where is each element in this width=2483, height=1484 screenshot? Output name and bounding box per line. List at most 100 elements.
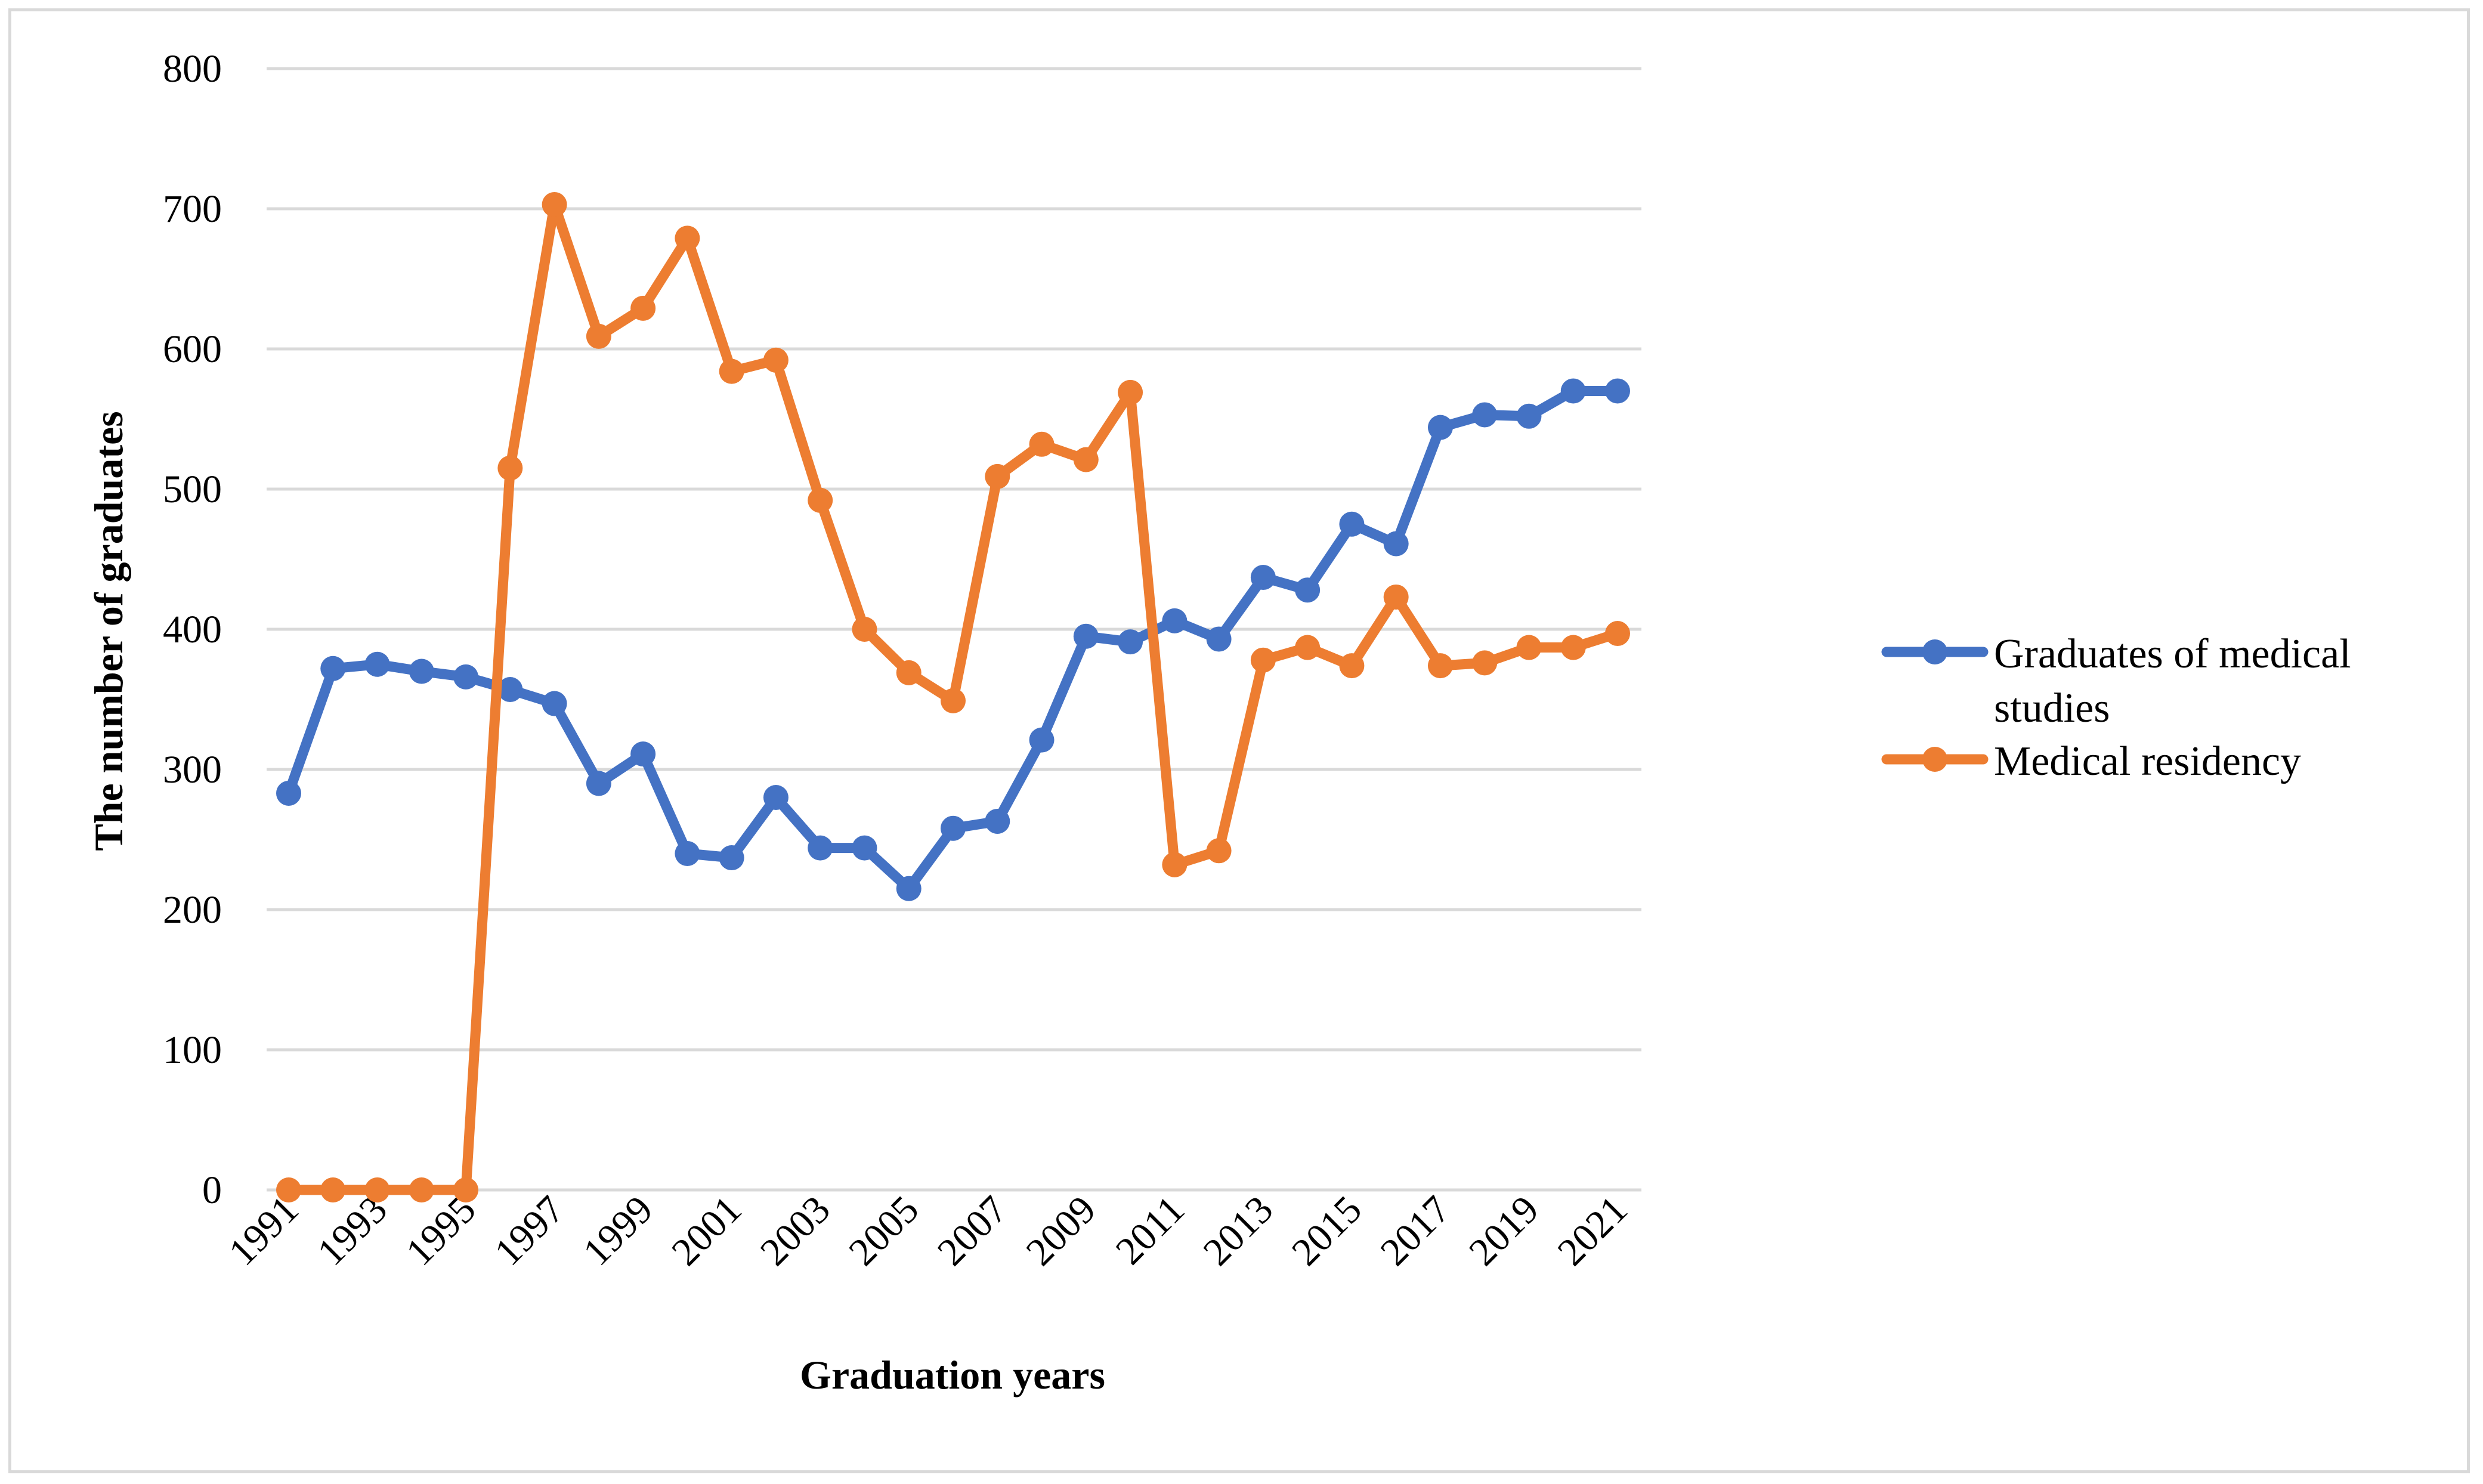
data-point (497, 677, 523, 703)
data-point (896, 660, 922, 685)
x-tick-label: 2013 (1195, 1188, 1282, 1274)
data-point (1339, 511, 1365, 537)
x-axis-title: Graduation years (800, 1352, 1105, 1398)
data-point (1118, 379, 1143, 405)
data-point (1516, 403, 1542, 429)
data-point (1560, 378, 1586, 404)
data-point (1250, 565, 1276, 590)
data-point (364, 651, 390, 677)
y-tick-label: 0 (202, 1168, 222, 1212)
data-point (1427, 653, 1453, 679)
data-point (542, 691, 567, 716)
data-point (630, 741, 656, 767)
data-point (276, 1177, 301, 1202)
data-point (985, 808, 1010, 834)
x-tick-label: 2017 (1372, 1188, 1459, 1274)
data-point (985, 463, 1010, 489)
x-tick-label: 2015 (1284, 1188, 1370, 1274)
x-tick-label: 2001 (663, 1188, 750, 1274)
data-point (1383, 531, 1409, 556)
data-point (1295, 577, 1321, 603)
data-point (320, 1177, 346, 1202)
data-point (630, 295, 656, 321)
data-point (409, 1177, 434, 1202)
legend-label-line: Medical residency (1994, 738, 2301, 784)
data-point (409, 658, 434, 684)
x-tick-label: 2011 (1108, 1188, 1193, 1273)
legend-item-1: Graduates of medical studies (1881, 631, 2351, 731)
x-tick-label: 1997 (486, 1188, 573, 1274)
data-point (1516, 635, 1542, 660)
data-point (1029, 431, 1055, 457)
data-point (808, 835, 833, 861)
legend-swatch-marker (1922, 747, 1947, 772)
legend-swatch-marker (1922, 639, 1947, 664)
y-tick-label: 100 (163, 1028, 222, 1072)
data-point (1206, 626, 1232, 652)
legend: Graduates of medical studies Medical resid… (1881, 631, 2351, 784)
x-tick-label: 1999 (575, 1188, 661, 1274)
data-point (1206, 838, 1232, 864)
legend-label: Medical residency (1994, 738, 2301, 784)
data-point (1295, 635, 1321, 660)
data-point (1472, 650, 1498, 676)
data-point (453, 1177, 479, 1202)
data-point (675, 225, 700, 251)
data-point (896, 876, 922, 901)
data-point (1383, 584, 1409, 610)
y-tick-label: 700 (163, 187, 222, 231)
data-point (941, 688, 966, 713)
data-point (1118, 629, 1143, 655)
data-point (586, 771, 611, 796)
legend-item-2: Medical residency (1881, 738, 2301, 784)
data-point (1605, 621, 1630, 647)
legend-label-line: studies (1994, 685, 2110, 731)
data-point (586, 323, 611, 349)
data-point (1560, 635, 1586, 660)
x-tick-label: 2007 (929, 1188, 1016, 1274)
y-tick-label: 300 (163, 748, 222, 792)
data-point (675, 841, 700, 866)
data-point (941, 815, 966, 841)
chart-frame (8, 8, 2470, 1473)
y-tick-label: 600 (163, 327, 222, 371)
data-point (1339, 653, 1365, 679)
x-axis-ticks: 1991 1993 1995 1997 1999 2001 2003 2005 2007 2009… (221, 1188, 1636, 1274)
series-2 (276, 191, 1630, 1202)
y-tick-label: 200 (163, 888, 222, 932)
data-point (364, 1177, 390, 1202)
data-point (320, 656, 346, 681)
data-point (1605, 378, 1630, 404)
data-point (453, 664, 479, 690)
data-point (763, 347, 789, 373)
y-axis-title: The number of graduates (86, 411, 131, 851)
x-tick-label: 2021 (1550, 1188, 1636, 1274)
x-tick-label: 2019 (1461, 1188, 1547, 1274)
legend-label: Graduates of medical studies (1994, 631, 2351, 731)
data-point (1073, 447, 1099, 472)
series-1 (276, 378, 1630, 901)
data-point (808, 487, 833, 513)
x-tick-label: 2005 (840, 1188, 927, 1274)
y-tick-label: 800 (163, 47, 222, 91)
data-point (1250, 647, 1276, 673)
x-tick-label: 2009 (1018, 1188, 1104, 1274)
data-point (719, 358, 744, 384)
x-tick-label: 2003 (752, 1188, 839, 1274)
series-group (276, 191, 1630, 1202)
data-point (1162, 608, 1188, 633)
data-point (719, 845, 744, 871)
data-point (1029, 727, 1055, 753)
y-tick-label: 500 (163, 468, 222, 511)
data-point (1472, 402, 1498, 428)
legend-label-line: Graduates of medical (1994, 631, 2351, 677)
data-point (852, 835, 877, 861)
y-tick-label: 400 (163, 608, 222, 651)
data-point (763, 785, 789, 810)
data-point (276, 780, 301, 806)
data-point (1427, 415, 1453, 440)
data-point (1073, 623, 1099, 649)
y-axis-ticks: 0 100 200 300 400 500 600 700 800 (163, 47, 222, 1212)
data-point (1162, 852, 1188, 877)
